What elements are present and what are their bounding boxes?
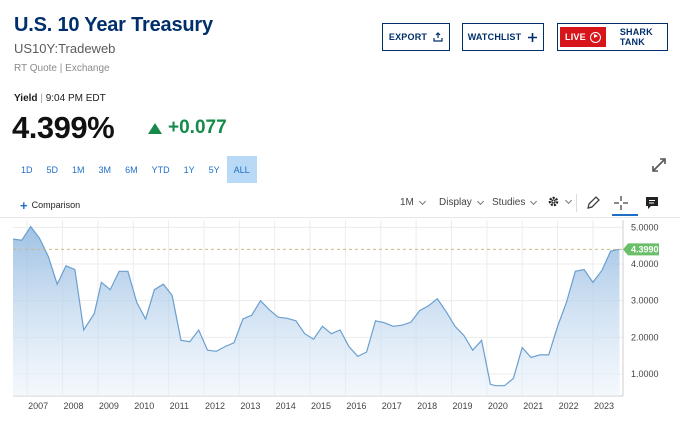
pencil-icon[interactable]: [584, 194, 602, 212]
comment-icon[interactable]: [643, 194, 661, 212]
up-arrow-icon: [148, 122, 162, 134]
crosshair-active-indicator: [612, 214, 638, 216]
watchlist-button[interactable]: WATCHLIST: [462, 23, 544, 51]
symbol-label: US10Y:Tradeweb: [14, 41, 116, 56]
x-tick-label: 2013: [240, 401, 260, 411]
studies-label: Studies: [492, 197, 526, 208]
x-tick-label: 2008: [64, 401, 84, 411]
range-3m[interactable]: 3M: [98, 164, 112, 175]
yield-line: [12, 225, 620, 387]
x-tick-label: 2010: [134, 401, 154, 411]
quote-source: RT Quote | Exchange: [14, 63, 110, 74]
last-value-label: 4.3990: [631, 245, 659, 255]
x-tick-label: 2007: [28, 401, 48, 411]
live-label: LIVE: [565, 32, 586, 42]
x-tick-label: 2019: [452, 401, 472, 411]
range-ytd[interactable]: YTD: [151, 164, 170, 175]
watchlist-label: WATCHLIST: [467, 32, 522, 42]
interval-value: 1M: [400, 197, 414, 208]
x-tick-label: 2022: [559, 401, 579, 411]
y-tick-label: 2.0000: [631, 332, 659, 342]
play-icon: [589, 31, 601, 43]
y-axis: 1.0000 2.0000 3.0000 4.0000 5.0000: [631, 222, 659, 379]
studies-dropdown[interactable]: Studies: [492, 197, 538, 208]
gear-icon: [548, 196, 559, 207]
comparison-label: Comparison: [31, 200, 81, 210]
x-tick-label: 2020: [488, 401, 508, 411]
display-label: Display: [439, 197, 472, 208]
y-tick-label: 4.0000: [631, 259, 659, 269]
range-5y[interactable]: 5Y: [208, 164, 220, 175]
chart-toolbar: + Comparison 1M Display Studies: [0, 188, 680, 218]
x-tick-label: 2023: [594, 401, 614, 411]
x-tick-label: 2012: [205, 401, 225, 411]
range-1y[interactable]: 1Y: [183, 164, 195, 175]
chevron-down-icon: [476, 197, 484, 205]
x-tick-label: 2017: [382, 401, 402, 411]
yield-label: Yield: [14, 93, 38, 104]
last-price: 4.399%: [12, 110, 115, 145]
shark-tank-live-button[interactable]: LIVE SHARK TANK: [557, 23, 668, 51]
export-button[interactable]: EXPORT: [382, 23, 450, 51]
export-label: EXPORT: [388, 32, 428, 42]
yield-separator: |: [40, 93, 43, 104]
x-tick-label: 2015: [311, 401, 331, 411]
y-tick-label: 3.0000: [631, 296, 659, 306]
change-value: +0.077: [168, 117, 227, 138]
interval-dropdown[interactable]: 1M: [400, 197, 426, 208]
export-icon: [433, 32, 443, 42]
x-tick-label: 2011: [170, 401, 189, 411]
toolbar-divider: [576, 194, 577, 212]
x-tick-label: 2009: [99, 401, 119, 411]
live-badge: LIVE: [560, 27, 606, 47]
chevron-down-icon: [564, 196, 573, 204]
y-tick-label: 1.0000: [631, 369, 659, 379]
range-1d[interactable]: 1D: [21, 164, 33, 175]
x-tick-label: 2018: [417, 401, 437, 411]
chevron-down-icon: [418, 197, 426, 205]
yield-timestamp: Yield | 9:04 PM EDT: [14, 93, 106, 104]
yield-area: [13, 226, 620, 396]
shark-tank-label: SHARK TANK: [619, 27, 653, 47]
y-tick-label: 5.0000: [631, 222, 659, 232]
last-value-badge: 4.3990: [623, 243, 659, 256]
chevron-down-icon: [530, 197, 538, 205]
price-change: +0.077: [148, 117, 227, 139]
x-axis: 2007 2008 2009 2010 2011 2012 2013 2014 2015 2016…: [28, 401, 614, 411]
range-1m[interactable]: 1M: [72, 164, 85, 175]
quote-time: 9:04 PM EDT: [45, 93, 106, 104]
range-all[interactable]: ALL: [226, 156, 257, 183]
range-6m[interactable]: 6M: [125, 164, 138, 175]
range-5d[interactable]: 5D: [46, 164, 59, 175]
x-tick-label: 2021: [523, 401, 543, 411]
plus-icon: [528, 32, 538, 42]
range-selector: 1D 5D 1M 3M 6M YTD 1Y 5Y ALL: [14, 156, 257, 183]
plus-icon: +: [20, 197, 28, 213]
x-tick-label: 2016: [346, 401, 366, 411]
crosshair-icon[interactable]: [612, 194, 630, 212]
settings-dropdown[interactable]: [547, 195, 573, 208]
x-tick-label: 2014: [276, 401, 296, 411]
page-title: U.S. 10 Year Treasury: [14, 14, 213, 36]
comparison-button[interactable]: + Comparison: [20, 197, 81, 213]
display-dropdown[interactable]: Display: [439, 197, 484, 208]
expand-icon[interactable]: [650, 156, 668, 174]
